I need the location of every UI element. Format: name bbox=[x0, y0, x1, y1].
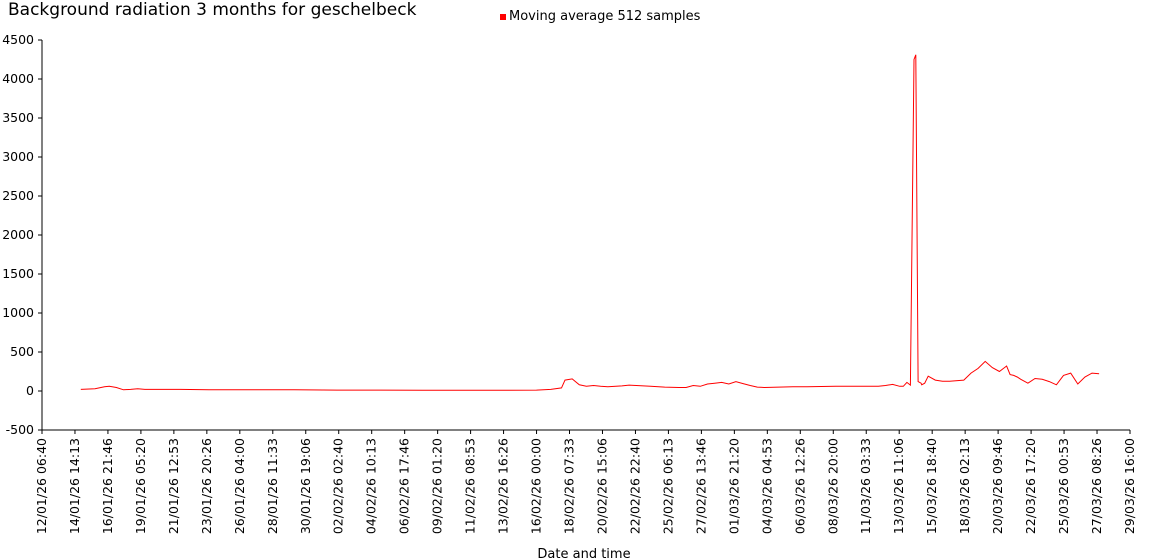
x-tick-label: 29/03/26 16:00 bbox=[1122, 438, 1137, 534]
chart-title: Background radiation 3 months for gesche… bbox=[8, 0, 417, 20]
series-line-moving-average bbox=[80, 54, 1100, 391]
x-tick-label: 23/01/26 20:26 bbox=[199, 438, 214, 534]
y-tick-label: 3000 bbox=[2, 149, 34, 164]
x-tick-label: 13/02/26 16:26 bbox=[496, 438, 511, 534]
series bbox=[80, 54, 1100, 391]
y-tick-label: 1000 bbox=[2, 305, 34, 320]
x-tick-label: 11/03/26 03:33 bbox=[858, 438, 873, 534]
x-ticks: 12/01/26 06:40 14/01/26 14:13 16/01/26 21:… bbox=[34, 430, 1137, 534]
x-tick-label: 02/02/26 02:40 bbox=[331, 438, 346, 534]
x-tick-label: 06/02/26 17:46 bbox=[397, 438, 412, 534]
x-tick-label: 20/02/26 15:06 bbox=[594, 438, 609, 534]
x-tick-label: 14/01/26 14:13 bbox=[67, 438, 82, 534]
y-tick-label: 500 bbox=[10, 344, 34, 359]
x-tick-label: 20/03/26 09:46 bbox=[990, 438, 1005, 534]
x-axis-title: Date and time bbox=[537, 547, 630, 560]
x-tick-label: 19/01/26 05:20 bbox=[133, 438, 148, 534]
x-tick-label: 12/01/26 06:40 bbox=[34, 438, 49, 534]
x-tick-label: 01/03/26 21:20 bbox=[726, 438, 741, 534]
x-tick-label: 11/02/26 08:53 bbox=[463, 438, 478, 534]
x-tick-label: 09/02/26 01:20 bbox=[430, 438, 445, 534]
x-tick-label: 21/01/26 12:53 bbox=[166, 438, 181, 534]
y-tick-label: 1500 bbox=[2, 266, 34, 281]
x-tick-label: 18/02/26 07:33 bbox=[562, 438, 577, 534]
x-tick-label: 30/01/26 19:06 bbox=[298, 438, 313, 534]
x-tick-label: 26/01/26 04:00 bbox=[232, 438, 247, 534]
axes bbox=[41, 40, 1130, 431]
y-tick-label: 3500 bbox=[2, 110, 34, 125]
x-tick-label: 16/01/26 21:46 bbox=[100, 438, 115, 534]
x-tick-label: 04/03/26 04:53 bbox=[759, 438, 774, 534]
x-tick-label: 13/03/26 11:06 bbox=[891, 438, 906, 534]
y-tick-label: 0 bbox=[26, 383, 34, 398]
x-tick-label: 15/03/26 18:40 bbox=[924, 438, 939, 534]
x-tick-label: 08/03/26 20:00 bbox=[825, 438, 840, 534]
x-tick-label: 06/03/26 12:26 bbox=[792, 438, 807, 534]
x-tick-label: 27/03/26 08:26 bbox=[1089, 438, 1104, 534]
x-tick-label: 25/02/26 06:13 bbox=[660, 438, 675, 534]
x-tick-label: 22/02/26 22:40 bbox=[627, 438, 642, 534]
legend: Moving average 512 samples bbox=[500, 9, 700, 24]
y-tick-label: 2000 bbox=[2, 227, 34, 242]
y-tick-label: 2500 bbox=[2, 188, 34, 203]
legend-label: Moving average 512 samples bbox=[509, 9, 701, 24]
y-tick-label: 4500 bbox=[2, 32, 34, 47]
y-tick-label: 4000 bbox=[2, 71, 34, 86]
x-tick-label: 18/03/26 02:13 bbox=[957, 438, 972, 534]
y-tick-label: -500 bbox=[6, 422, 34, 437]
legend-swatch bbox=[500, 13, 506, 20]
x-tick-label: 28/01/26 11:33 bbox=[265, 438, 280, 534]
y-ticks: -500 0 500 1000 1500 2000 2500 3000 3500 4000 4500 bbox=[2, 32, 42, 437]
x-tick-label: 16/02/26 00:00 bbox=[529, 438, 544, 534]
x-tick-label: 22/03/26 17:20 bbox=[1023, 438, 1038, 534]
x-tick-label: 04/02/26 10:13 bbox=[364, 438, 379, 534]
x-tick-label: 25/03/26 00:53 bbox=[1056, 438, 1071, 534]
x-tick-label: 27/02/26 13:46 bbox=[693, 438, 708, 534]
